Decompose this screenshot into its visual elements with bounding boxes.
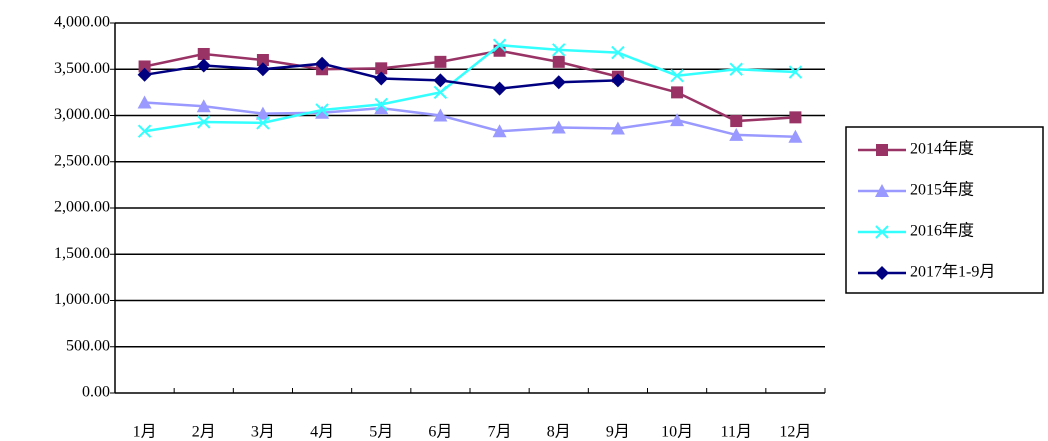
x-tick-label: 2月	[192, 424, 216, 441]
data-point	[433, 85, 448, 100]
data-point	[788, 129, 803, 143]
x-tick-label: 12月	[779, 424, 811, 441]
x-tick-label: 6月	[428, 424, 452, 441]
data-point	[315, 105, 330, 119]
data-point	[492, 124, 507, 138]
data-point	[315, 103, 329, 117]
x-tick-label: 11月	[721, 424, 752, 441]
x-tick-label: 9月	[606, 424, 630, 441]
data-point	[137, 67, 152, 82]
data-point	[434, 55, 447, 68]
legend-marker	[875, 225, 889, 239]
data-point	[433, 73, 448, 88]
data-point	[374, 71, 389, 86]
data-point	[552, 55, 565, 68]
data-point	[492, 81, 507, 96]
y-tick-label: 500.00	[66, 337, 110, 354]
x-tick-label: 5月	[369, 424, 393, 441]
data-point	[256, 54, 269, 66]
data-point	[256, 116, 270, 130]
data-point	[137, 95, 152, 109]
data-point	[137, 124, 152, 138]
x-tick-label: 3月	[251, 424, 275, 441]
data-point	[789, 111, 802, 124]
data-point	[670, 113, 685, 127]
data-point	[375, 62, 388, 75]
x-tick-label: 8月	[547, 424, 571, 441]
data-point	[374, 97, 388, 112]
legend-label: 2015年度	[910, 181, 974, 199]
data-point	[197, 47, 210, 60]
data-point	[670, 69, 684, 83]
series-line	[144, 101, 796, 139]
x-tick-label: 10月	[661, 424, 693, 441]
legend-marker	[875, 266, 889, 280]
data-point	[138, 60, 151, 73]
legend-marker	[875, 184, 889, 197]
data-point	[433, 108, 448, 122]
data-point	[197, 115, 211, 129]
y-tick-label: 3,000.00	[54, 106, 110, 123]
data-point	[315, 56, 330, 71]
data-point	[255, 62, 270, 77]
data-point	[196, 58, 211, 73]
data-point	[551, 75, 566, 90]
legend-label: 2017年1-9月	[910, 263, 995, 281]
data-point	[196, 99, 211, 113]
series-line	[144, 43, 796, 133]
data-point	[492, 38, 507, 52]
y-tick-label: 2,000.00	[54, 199, 110, 216]
y-tick-label: 4,000.00	[54, 14, 110, 31]
y-tick-label: 1,500.00	[54, 245, 110, 262]
data-point	[610, 121, 625, 135]
data-point	[374, 101, 389, 115]
x-tick-label: 7月	[488, 424, 512, 441]
y-tick-label: 3,500.00	[54, 60, 110, 77]
data-point	[551, 120, 566, 134]
data-point	[552, 43, 566, 57]
data-point	[788, 65, 803, 79]
y-tick-label: 2,500.00	[54, 152, 110, 169]
series-line	[144, 49, 796, 123]
data-point	[730, 115, 743, 128]
legend-marker	[876, 144, 888, 156]
data-point	[729, 127, 744, 141]
x-tick-label: 1月	[133, 424, 157, 441]
legend-label: 2016年度	[910, 222, 974, 240]
legend-label: 2014年度	[910, 140, 974, 158]
y-tick-label: 0.00	[82, 384, 110, 401]
y-tick-label: 1,000.00	[54, 291, 110, 308]
data-point	[671, 86, 684, 99]
data-point	[729, 62, 743, 76]
x-tick-label: 4月	[310, 424, 334, 441]
data-point	[610, 73, 625, 88]
data-point	[255, 106, 270, 120]
data-point	[611, 45, 625, 60]
